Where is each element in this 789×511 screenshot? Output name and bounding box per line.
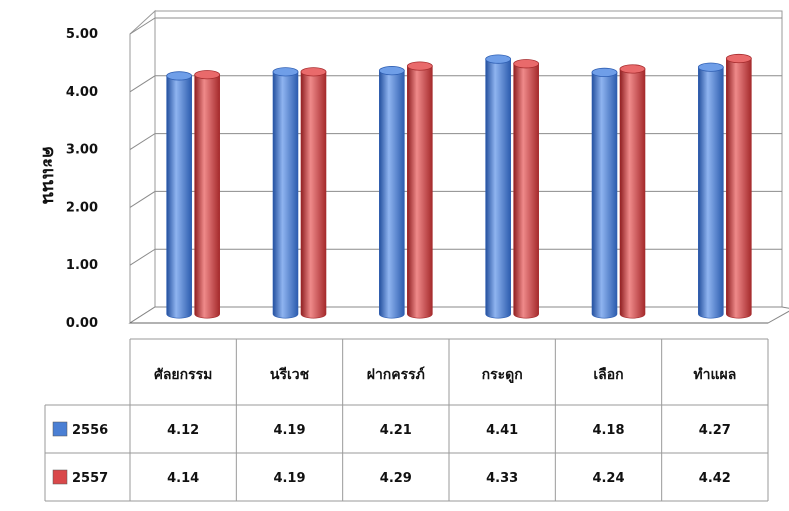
bar-2556-1 bbox=[272, 67, 299, 319]
bar-body bbox=[619, 68, 646, 319]
y-tick-label: 0.00 bbox=[66, 316, 98, 331]
data-label: 4.19 bbox=[273, 423, 305, 438]
y-tick-label: 1.00 bbox=[66, 258, 98, 273]
bar-body bbox=[485, 58, 511, 319]
category-label: ศัลยกรรม bbox=[154, 367, 212, 383]
data-label: 4.33 bbox=[486, 471, 518, 486]
bar-2556-3 bbox=[485, 54, 512, 319]
bar-body bbox=[166, 75, 192, 319]
bar-cap bbox=[194, 70, 221, 80]
bar-body bbox=[513, 63, 539, 319]
bar-cap bbox=[725, 53, 752, 64]
data-label: 4.29 bbox=[380, 471, 412, 486]
gridline bbox=[129, 75, 782, 93]
data-label: 4.19 bbox=[273, 471, 305, 486]
category-label: กระดูก bbox=[482, 367, 523, 383]
bar-2557-2 bbox=[406, 61, 433, 319]
bar-body bbox=[726, 58, 752, 319]
y-axis-title: คะแนน bbox=[38, 146, 59, 205]
data-label: 4.41 bbox=[486, 423, 518, 438]
bar-2557-1 bbox=[300, 67, 327, 319]
y-tick-label: 5.00 bbox=[66, 27, 98, 42]
bar-cap bbox=[619, 64, 646, 74]
bar-body bbox=[272, 71, 299, 319]
bar-cap bbox=[485, 54, 512, 64]
bar-cap bbox=[378, 66, 405, 76]
data-label: 4.14 bbox=[167, 471, 199, 486]
legend-label: 2556 bbox=[72, 423, 108, 438]
category-label: เลือก bbox=[593, 367, 623, 383]
bar-2556-0 bbox=[166, 71, 193, 319]
gridline bbox=[129, 17, 782, 35]
data-label: 4.12 bbox=[167, 423, 199, 438]
bar-cap bbox=[166, 71, 193, 81]
bar-2556-5 bbox=[697, 62, 724, 319]
bar-2557-5 bbox=[725, 53, 752, 319]
y-tick-label: 2.00 bbox=[66, 200, 98, 215]
bar-2556-4 bbox=[591, 67, 618, 319]
category-label: นรีเวช bbox=[270, 367, 310, 383]
floor bbox=[128, 306, 789, 324]
bar-cap bbox=[591, 67, 618, 77]
category-label: ฝากครรภ์ bbox=[367, 366, 425, 383]
bar-body bbox=[698, 66, 724, 319]
bar-2557-3 bbox=[513, 59, 540, 319]
bar-2557-4 bbox=[619, 64, 646, 319]
bar-body bbox=[591, 72, 618, 319]
y-tick-label: 3.00 bbox=[66, 143, 98, 158]
bar-body bbox=[407, 65, 433, 319]
data-label: 4.24 bbox=[592, 471, 624, 486]
left-side-wall bbox=[129, 9, 156, 324]
gridline bbox=[129, 190, 782, 208]
legend-key-2557 bbox=[52, 469, 68, 485]
legend-key-2556 bbox=[52, 421, 68, 437]
data-label: 4.18 bbox=[592, 423, 624, 438]
bar-body bbox=[194, 74, 220, 319]
bar-body bbox=[300, 71, 327, 319]
data-label: 4.42 bbox=[699, 471, 731, 486]
bar-cap bbox=[272, 67, 299, 77]
gridline bbox=[129, 133, 782, 151]
bar-cap bbox=[406, 61, 433, 71]
bar-2556-2 bbox=[378, 66, 405, 319]
data-label: 4.21 bbox=[380, 423, 412, 438]
gridline bbox=[129, 248, 782, 266]
back-wall bbox=[154, 10, 783, 308]
data-label: 4.27 bbox=[699, 423, 731, 438]
bar-cap bbox=[513, 59, 540, 69]
legend-label: 2557 bbox=[72, 471, 108, 486]
bar-2557-0 bbox=[194, 70, 221, 319]
y-tick-label: 4.00 bbox=[66, 85, 98, 100]
bar-body bbox=[379, 70, 405, 319]
bar-cap bbox=[697, 62, 724, 72]
bar-cap bbox=[300, 67, 327, 77]
category-label: ทำแผล bbox=[693, 367, 736, 383]
